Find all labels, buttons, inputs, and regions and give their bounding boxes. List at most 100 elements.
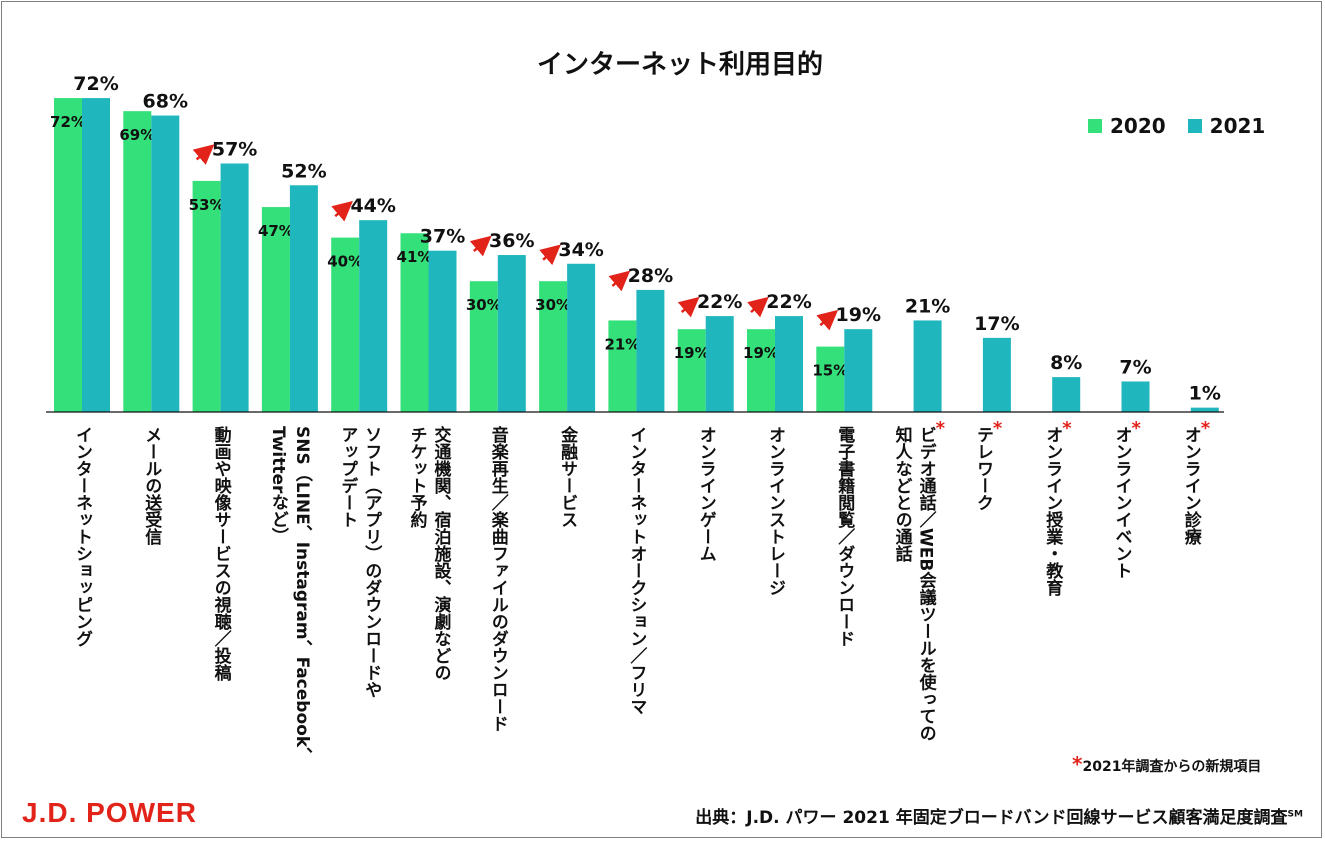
bar-label-2021: 57% xyxy=(212,138,257,160)
bar-2021 xyxy=(982,337,1011,412)
category-label-line: インターネットオークション／フリマ xyxy=(626,426,647,715)
bar-2021 xyxy=(289,185,318,412)
category-label: インターネットショッピング xyxy=(70,426,94,647)
bar-label-2021: 21% xyxy=(905,295,950,317)
bar-label-2020: 19% xyxy=(743,344,779,362)
category-label: メールの送受信 xyxy=(139,426,163,545)
category-label: オンライン授業・教育 xyxy=(1040,426,1064,596)
bar-2021 xyxy=(844,329,873,412)
category-label: オンラインゲーム xyxy=(694,426,718,562)
increase-arrow-icon xyxy=(747,296,769,318)
bar-label-2021: 44% xyxy=(350,195,395,217)
category-label-line: Twitterなど） xyxy=(267,426,288,545)
bar-2020 xyxy=(192,180,221,412)
bar-label-2021: 1% xyxy=(1189,383,1221,405)
bar-2020 xyxy=(608,320,637,412)
bar-label-2020: 21% xyxy=(604,335,640,353)
bar-2021 xyxy=(220,163,249,412)
increase-arrow-icon xyxy=(331,200,353,222)
category-label: オンライン診療 xyxy=(1179,426,1203,545)
bar-label-2020: 47% xyxy=(258,222,294,240)
category-label-line: メールの送受信 xyxy=(141,426,162,545)
category-label-line: テレワーク xyxy=(972,426,993,511)
bar-2020 xyxy=(54,98,82,412)
bar-2021 xyxy=(775,316,803,412)
bar-label-2020: 69% xyxy=(119,126,155,144)
bar-2020 xyxy=(400,233,429,412)
category-label-line: チケット予約 xyxy=(406,426,427,528)
bar-label-2020: 15% xyxy=(812,362,848,380)
legend-label-2020: 2020 xyxy=(1110,114,1166,138)
category-label-line: オンラインゲーム xyxy=(695,426,716,562)
bar-2021 xyxy=(359,220,388,412)
legend: 2020 2021 xyxy=(1088,114,1265,138)
bar-label-2020: 30% xyxy=(466,296,502,314)
category-label-line: オンラインストレージ xyxy=(765,426,785,596)
category-label-line: 音楽再生／楽曲ファイルのダウンロード xyxy=(487,426,508,732)
bar-label-2020: 19% xyxy=(674,344,710,362)
bar-2021 xyxy=(497,255,526,412)
category-label: テレワーク xyxy=(971,426,995,511)
category-label-line: オンライン授業・教育 xyxy=(1042,426,1063,596)
new-items-note-text: 2021年調査からの新規項目 xyxy=(1082,759,1262,775)
source-text: 出典：J.D. パワー 2021 年固定ブロードバンド回線サービス顧客満足度調査 xyxy=(695,808,1288,828)
category-label-line: オンライン診療 xyxy=(1180,426,1201,545)
bar-label-2021: 28% xyxy=(628,265,673,287)
bar-2020 xyxy=(539,281,568,412)
category-label: 交通機関、宿泊施設、演劇などの チケット予約 xyxy=(405,426,453,681)
category-label-line: オンラインイベント xyxy=(1111,426,1132,579)
category-label-line: SNS（LINE、Instagram、Facebook、 xyxy=(291,426,312,765)
increase-arrow-icon xyxy=(816,309,839,331)
bar-label-2021: 52% xyxy=(281,160,326,182)
new-item-star: * xyxy=(1072,752,1083,776)
bar-2021 xyxy=(1190,407,1219,412)
jd-power-logo: J.D. POWER xyxy=(22,797,197,828)
category-label: 電子書籍閲覧／ダウンロード xyxy=(832,426,856,647)
category-label-line: 電子書籍閲覧／ダウンロード xyxy=(834,426,855,647)
bar-2020 xyxy=(123,111,152,412)
bar-2021 xyxy=(82,98,110,412)
bar-label-2021: 36% xyxy=(489,230,534,252)
bar-label-2021: 34% xyxy=(558,239,603,261)
bar-label-2020: 40% xyxy=(327,253,363,271)
category-label-line: ソフト（アプリ）のダウンロードや xyxy=(361,426,382,698)
bar-2020 xyxy=(816,346,845,412)
bar-2020 xyxy=(747,329,775,412)
category-label: 金融サービス xyxy=(555,426,579,528)
legend-item-2021: 2021 xyxy=(1187,114,1266,138)
bar-label-2021: 22% xyxy=(697,291,742,313)
increase-arrow-icon xyxy=(469,235,492,257)
category-label: 動画や映像サービスの視聴／投稿 xyxy=(209,426,233,681)
legend-label-2021: 2021 xyxy=(1209,114,1266,138)
category-label: ソフト（アプリ）のダウンロードや アップデート xyxy=(335,426,383,698)
category-label: SNS（LINE、Instagram、Facebook、 Twitterなど） xyxy=(266,426,314,764)
new-item-star: * xyxy=(1200,418,1211,439)
category-label-line: 動画や映像サービスの視聴／投稿 xyxy=(210,426,231,681)
bar-2021 xyxy=(1121,381,1150,412)
increase-arrow-icon xyxy=(608,270,631,292)
category-label: 音楽再生／楽曲ファイルのダウンロード xyxy=(486,426,510,732)
bar-2020 xyxy=(469,281,498,412)
category-label-line: 金融サービス xyxy=(557,426,578,528)
bar-2021 xyxy=(913,320,942,412)
legend-item-2020: 2020 xyxy=(1088,114,1166,138)
category-label-line: アップデート xyxy=(337,426,358,528)
bar-label-2020: 41% xyxy=(397,248,433,266)
bar-2021 xyxy=(636,289,665,412)
bar-label-2021: 7% xyxy=(1119,356,1151,378)
bar-label-2021: 68% xyxy=(143,91,188,113)
bar-2021 xyxy=(705,316,734,412)
bar-2020 xyxy=(677,329,706,412)
bar-2021 xyxy=(151,115,180,413)
category-label: インターネットオークション／フリマ xyxy=(624,426,648,715)
new-items-note: *2021年調査からの新規項目 xyxy=(1072,752,1261,776)
bar-label-2021: 17% xyxy=(974,313,1019,335)
increase-arrow-icon xyxy=(539,244,561,266)
bar-label-2020: 30% xyxy=(535,296,571,314)
bar-2021 xyxy=(428,250,457,412)
category-label-line: 知人などとの通話 xyxy=(891,426,912,562)
category-label-line: インターネットショッピング xyxy=(72,426,92,647)
bar-2020 xyxy=(331,237,360,412)
bar-label-2021: 37% xyxy=(420,226,465,248)
